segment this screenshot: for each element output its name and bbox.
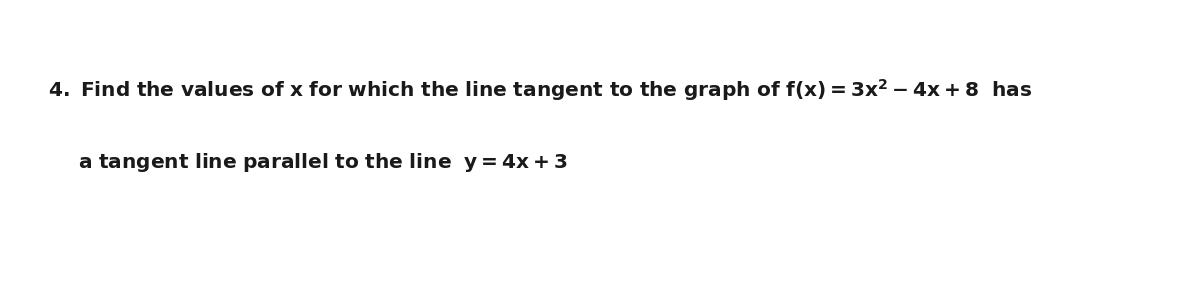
Text: $\mathbf{a\ tangent\ line\ parallel\ to\ the\ line\ \ y = 4x + 3}$: $\mathbf{a\ tangent\ line\ parallel\ to\…: [78, 151, 568, 175]
Text: $\mathbf{4.\ Find\ the\ values\ of\ x\ for\ which\ the\ line\ tangent\ to\ the\ : $\mathbf{4.\ Find\ the\ values\ of\ x\ f…: [48, 77, 1032, 103]
